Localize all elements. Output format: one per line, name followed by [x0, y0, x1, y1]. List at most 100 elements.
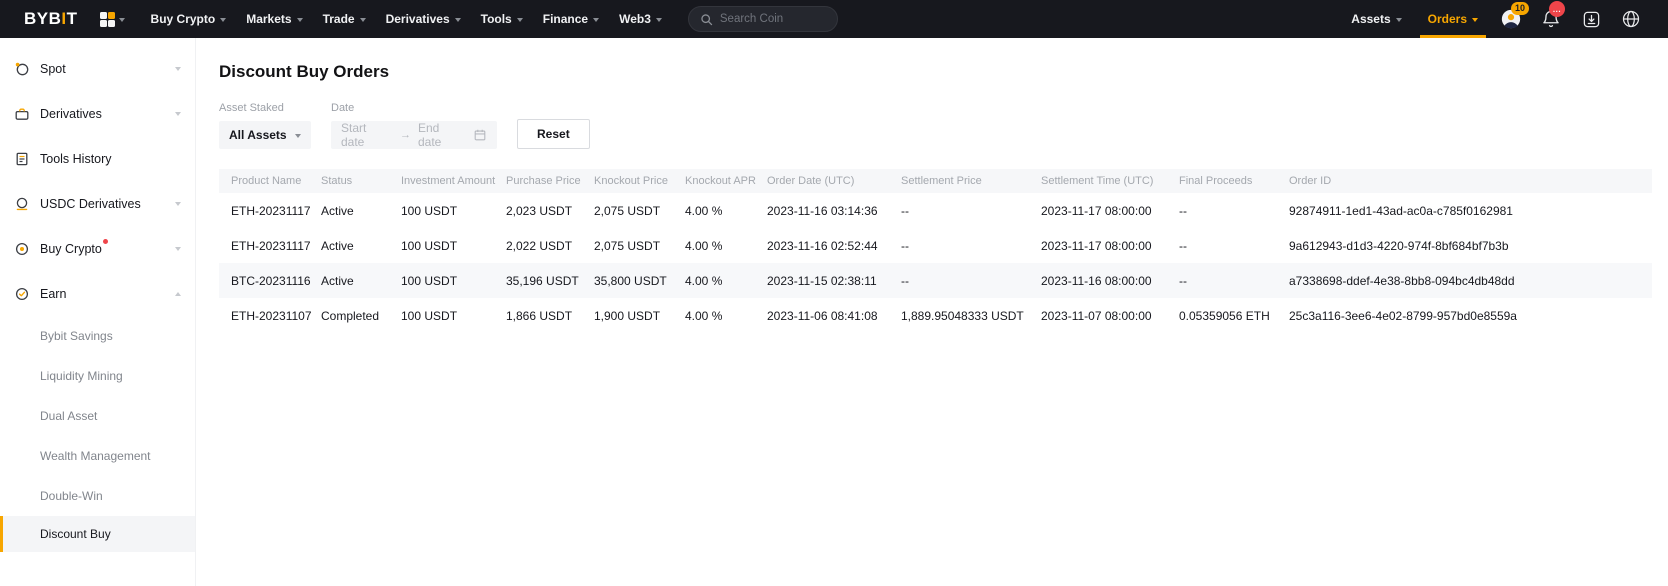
sidebar-subitem-wealth-management[interactable]: Wealth Management [0, 436, 195, 476]
support-chat-button[interactable]: 10 [1494, 0, 1530, 38]
chevron-down-icon [593, 17, 600, 22]
table-header-cell: Knockout Price [594, 175, 668, 187]
table-cell: 100 USDT [401, 273, 458, 288]
table-header-cell: Settlement Time (UTC) [1041, 175, 1154, 187]
chevron-down-icon [655, 17, 662, 22]
nav-item-buy-crypto[interactable]: Buy Crypto [141, 0, 237, 38]
nav-item-label: Trade [322, 12, 355, 26]
sidebar-item-usdc-derivatives[interactable]: USDC Derivatives [0, 181, 195, 226]
sidebar: Spot Derivatives Tools History USDC Deri… [0, 38, 196, 586]
date-filter-group: Date Start date → End date [331, 102, 497, 149]
chevron-down-icon [359, 17, 366, 22]
chevron-down-icon [175, 246, 181, 251]
nav-item-derivatives[interactable]: Derivatives [376, 0, 471, 38]
sidebar-item-buy-crypto[interactable]: Buy Crypto [0, 226, 195, 271]
main-content: Discount Buy Orders Asset Staked All Ass… [197, 38, 1668, 586]
table-cell: -- [901, 273, 909, 288]
table-cell: Active [321, 203, 354, 218]
sidebar-subitem-bybit-savings[interactable]: Bybit Savings [0, 316, 195, 356]
table-body: ETH-20231117 Active 100 USDT 2,023 USDT 2,07… [219, 193, 1652, 333]
chevron-up-icon [175, 291, 181, 296]
start-date-placeholder: Start date [341, 121, 367, 149]
table-cell: 4.00 % [685, 273, 723, 288]
nav-item-tools[interactable]: Tools [471, 0, 533, 38]
table-cell: 2023-11-16 03:14:36 [767, 203, 878, 218]
reset-button[interactable]: Reset [517, 119, 590, 149]
nav-item-trade[interactable]: Trade [313, 0, 376, 38]
table-row[interactable]: ETH-20231107 Completed 100 USDT 1,866 USDT 1… [219, 298, 1652, 333]
apps-menu-button[interactable] [94, 0, 131, 38]
table-header-cell: Knockout APR [685, 175, 756, 187]
sidebar-item-earn[interactable]: Earn [0, 271, 195, 316]
coin-icon [15, 242, 29, 255]
sidebar-item-label: USDC Derivatives [40, 196, 141, 211]
sidebar-subitem-dual-asset[interactable]: Dual Asset [0, 396, 195, 436]
chevron-down-icon [175, 111, 181, 116]
notifications-button[interactable]: ... [1534, 0, 1568, 38]
earn-icon [15, 287, 29, 300]
table-row[interactable]: ETH-20231117 Active 100 USDT 2,022 USDT 2,07… [219, 228, 1652, 263]
table-cell: 1,866 USDT [506, 308, 573, 323]
sidebar-item-label: Earn [40, 286, 67, 301]
sidebar-subitem-label: Discount Buy [40, 527, 111, 541]
asset-staked-select[interactable]: All Assets [219, 121, 311, 149]
download-app-button[interactable] [1574, 0, 1608, 38]
table-cell: 100 USDT [401, 203, 458, 218]
sidebar-subitem-discount-buy[interactable]: Discount Buy [0, 516, 195, 552]
nav-item-label: Finance [542, 12, 589, 26]
search-placeholder: Search Coin [719, 13, 784, 25]
table-cell: 1,900 USDT [594, 308, 661, 323]
nav-item-orders[interactable]: Orders [1418, 0, 1488, 38]
table-header-cell: Settlement Price [901, 175, 982, 187]
search-input[interactable]: Search Coin [687, 6, 838, 32]
table-row[interactable]: BTC-20231116 Active 100 USDT 35,196 USDT 35,… [219, 263, 1652, 298]
chevron-down-icon [296, 17, 303, 22]
table-cell: 92874911-1ed1-43ad-ac0a-c785f0162981 [1289, 203, 1513, 218]
table-cell: Completed [321, 308, 380, 323]
sidebar-subitem-liquidity-mining[interactable]: Liquidity Mining [0, 356, 195, 396]
chevron-down-icon [118, 17, 125, 22]
table-header-cell: Order ID [1289, 175, 1332, 187]
date-range-input[interactable]: Start date → End date [331, 121, 497, 149]
nav-item-label: Orders [1427, 12, 1467, 26]
sidebar-item-derivatives[interactable]: Derivatives [0, 91, 195, 136]
date-label: Date [331, 102, 355, 114]
search-icon [701, 13, 713, 25]
sidebar-item-label: Tools History [40, 151, 112, 166]
table-cell: 2023-11-17 08:00:00 [1041, 203, 1152, 218]
table-row[interactable]: ETH-20231117 Active 100 USDT 2,023 USDT 2,07… [219, 193, 1652, 228]
bybit-logo[interactable]: BYBIT [24, 9, 78, 28]
end-date-placeholder: End date [418, 121, 442, 149]
nav-item-label: Assets [1351, 12, 1391, 26]
chevron-down-icon [175, 201, 181, 206]
nav-item-finance[interactable]: Finance [533, 0, 609, 38]
chevron-down-icon [175, 66, 181, 71]
sidebar-subitem-label: Dual Asset [40, 409, 98, 423]
table-header-cell: Order Date (UTC) [767, 175, 855, 187]
history-document-icon [16, 152, 28, 165]
nav-item-label: Derivatives [385, 12, 450, 26]
sidebar-subitem-double-win[interactable]: Double-Win [0, 476, 195, 516]
main-nav: Buy Crypto Markets Trade Derivatives Too… [141, 0, 672, 38]
table-cell: -- [901, 203, 909, 218]
nav-item-label: Buy Crypto [150, 12, 216, 26]
table-cell: -- [1179, 238, 1187, 253]
nav-item-markets[interactable]: Markets [236, 0, 312, 38]
table-cell: 4.00 % [685, 203, 723, 218]
table-cell: 2023-11-07 08:00:00 [1041, 308, 1152, 323]
nav-item-web3[interactable]: Web3 [609, 0, 672, 38]
language-globe-button[interactable] [1614, 0, 1648, 38]
table-cell: 25c3a116-3ee6-4e02-8799-957bd0e8559a [1289, 308, 1517, 323]
globe-icon [1622, 10, 1640, 28]
asset-staked-value: All Assets [229, 128, 287, 142]
sidebar-item-tools-history[interactable]: Tools History [0, 136, 195, 181]
table-cell: 2023-11-06 08:41:08 [767, 308, 878, 323]
table-cell: 2,023 USDT [506, 203, 573, 218]
table-cell: 2023-11-15 02:38:11 [767, 273, 877, 288]
orders-table: Product Name Status Investment Amount Purch… [219, 169, 1652, 333]
sidebar-item-spot[interactable]: Spot [0, 46, 195, 91]
page-title: Discount Buy Orders [219, 62, 390, 81]
nav-item-assets[interactable]: Assets [1341, 0, 1411, 38]
table-cell: 2,022 USDT [506, 238, 573, 253]
table-cell: 35,196 USDT [506, 273, 579, 288]
